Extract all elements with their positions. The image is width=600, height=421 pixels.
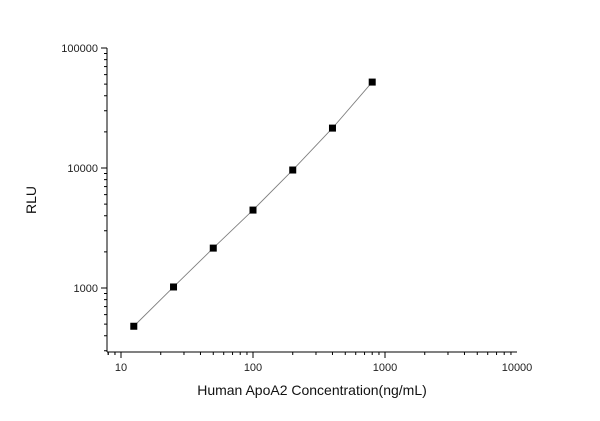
data-point-marker: [368, 78, 376, 86]
data-point-marker: [328, 124, 336, 132]
x-tick-label: 10: [115, 362, 127, 374]
data-point-marker: [130, 322, 138, 330]
y-tick-label: 10000: [67, 163, 98, 175]
data-point-marker: [249, 206, 257, 214]
x-axis-ticks: 10 100 1000 10000: [107, 352, 533, 374]
y-axis-ticks: 1000 10000 100000: [61, 43, 107, 352]
data-point-marker: [170, 283, 178, 291]
y-tick-label: 100000: [61, 43, 98, 55]
fit-curve-line: [133, 81, 373, 327]
y-tick-label: 1000: [74, 283, 98, 295]
x-tick-label: 100: [244, 362, 262, 374]
x-axis-title: Human ApoA2 Concentration(ng/mL): [197, 382, 427, 398]
data-point-marker: [289, 166, 297, 174]
fit-curve: [133, 81, 373, 327]
x-tick-label: 1000: [373, 362, 397, 374]
data-points: [130, 78, 376, 330]
data-point-marker: [209, 244, 217, 252]
axes: [106, 48, 517, 353]
y-axis-title: RLU: [23, 186, 39, 214]
x-tick-label: 10000: [502, 362, 533, 374]
